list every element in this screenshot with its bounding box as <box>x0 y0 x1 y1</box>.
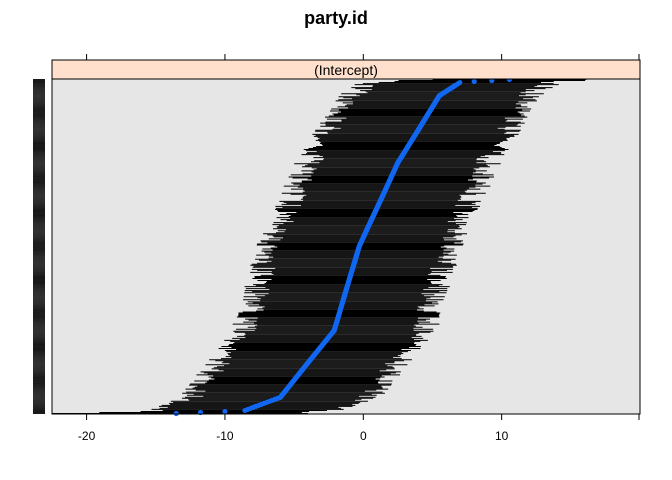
x-tick-label-2: 0 <box>360 429 367 443</box>
x-tick-label-3: 10 <box>495 429 509 443</box>
strip-label: (Intercept) <box>314 62 378 78</box>
point-327 <box>471 78 477 85</box>
panel-background <box>52 79 640 414</box>
point-326 <box>457 79 463 86</box>
panel-strip: (Intercept) <box>51 59 641 80</box>
y-axis-ticks <box>33 79 45 414</box>
point-0 <box>173 410 179 417</box>
chart-title: party.id <box>304 8 368 28</box>
point-2 <box>222 408 228 415</box>
x-tick-label-1: -10 <box>216 429 234 443</box>
x-axis: -20 -10 0 10 <box>78 54 640 443</box>
x-tick-label-0: -20 <box>78 429 96 443</box>
point-layer <box>173 76 512 417</box>
panel-bg-rect <box>52 79 640 414</box>
panel-frame <box>51 59 641 415</box>
